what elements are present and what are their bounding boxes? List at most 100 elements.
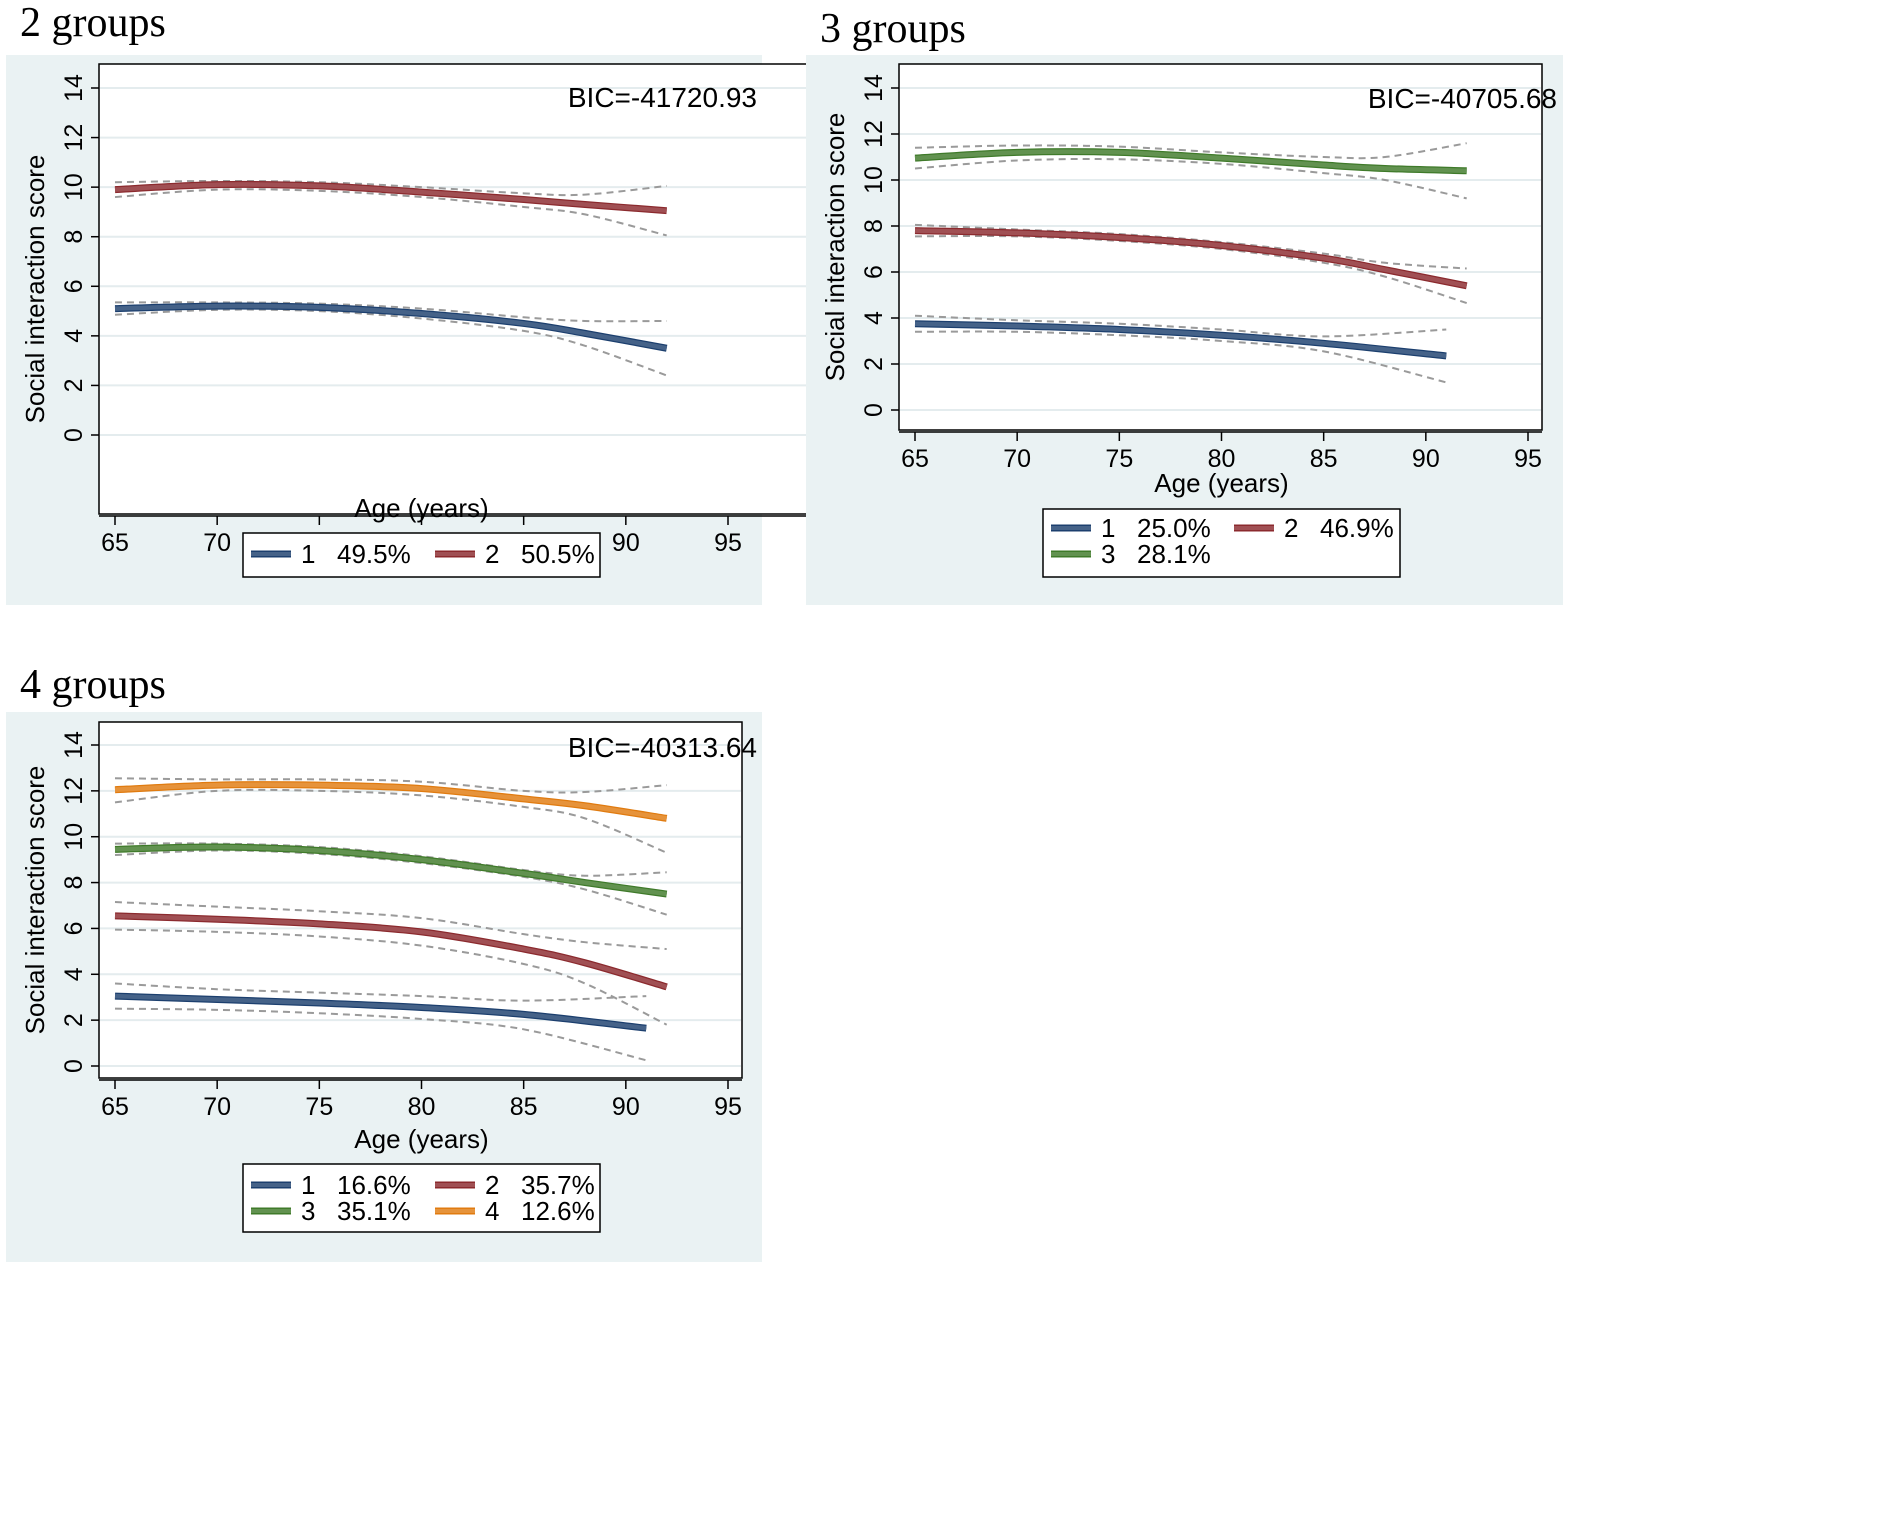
legend-group-share: 46.9% xyxy=(1320,513,1394,543)
y-tick-label: 10 xyxy=(60,173,88,201)
ci-lower-line xyxy=(114,788,668,854)
legend-group-share: 16.6% xyxy=(337,1170,411,1200)
y-tick-label: 2 xyxy=(60,378,88,392)
x-tick-label: 95 xyxy=(714,1093,742,1121)
panel-heading: 4 groups xyxy=(20,662,166,708)
legend-group-share: 35.7% xyxy=(521,1170,595,1200)
y-tick-label: 0 xyxy=(60,1059,88,1073)
y-tick-label: 14 xyxy=(60,74,88,102)
y-tick-label: 12 xyxy=(860,120,888,148)
legend: 1 16.6% 2 35.7% 3 35.1% 4 12.6% xyxy=(242,1163,601,1233)
legend-group-share: 35.1% xyxy=(337,1196,411,1226)
series-group-3 xyxy=(914,142,1467,200)
legend-box xyxy=(1042,508,1401,578)
x-tick-label: 80 xyxy=(408,1093,436,1121)
y-tick-label: 4 xyxy=(860,311,888,325)
y-tick-label: 4 xyxy=(60,967,88,981)
ci-lower-line xyxy=(914,158,1467,200)
trajectory-line-2 xyxy=(114,182,667,213)
panel-heading: 3 groups xyxy=(820,6,966,52)
y-tick-label: 10 xyxy=(60,823,88,851)
legend-group-number: 3 xyxy=(1101,539,1115,569)
trajectory-line-4 xyxy=(114,782,668,821)
x-axis-title: Age (years) xyxy=(1154,468,1288,498)
series-group-1 xyxy=(914,314,1447,384)
y-tick-label: 14 xyxy=(860,74,888,102)
trajectory-line-3 xyxy=(114,844,668,897)
legend-group-share: 25.0% xyxy=(1137,513,1211,543)
bic-annotation: BIC=-40313.64 xyxy=(568,732,757,763)
legend-group-share: 50.5% xyxy=(521,539,595,569)
trajectory-line-3 xyxy=(914,149,1467,174)
bic-annotation: BIC=-40705.68 xyxy=(1368,83,1557,114)
ci-upper-line xyxy=(114,179,667,197)
y-axis-title: Social interaction score xyxy=(20,155,50,424)
legend-group-number: 2 xyxy=(1284,513,1298,543)
legend-box xyxy=(242,532,601,578)
legend-group-number: 4 xyxy=(485,1196,499,1226)
x-axis-title: Age (years) xyxy=(354,1124,488,1154)
y-tick-label: 6 xyxy=(60,921,88,935)
series-group-2 xyxy=(114,901,668,1026)
series-group-4 xyxy=(114,777,668,854)
x-tick-label: 90 xyxy=(612,529,640,557)
y-tick-label: 12 xyxy=(60,124,88,152)
y-tick-label: 8 xyxy=(60,230,88,244)
trajectory-line-1 xyxy=(114,303,668,351)
ci-lower-line xyxy=(114,308,668,377)
series-group-1 xyxy=(114,301,668,377)
x-tick-label: 95 xyxy=(1514,445,1542,473)
legend: 1 25.0% 2 46.9% 3 28.1% xyxy=(1042,508,1401,578)
series-group-3 xyxy=(114,842,668,916)
series-group-2 xyxy=(114,179,667,237)
trajectory-line-1 xyxy=(914,321,1447,359)
y-tick-label: 6 xyxy=(60,279,88,293)
y-axis-title: Social interaction score xyxy=(820,113,850,382)
bic-annotation: BIC=-41720.93 xyxy=(568,82,757,113)
legend-group-number: 1 xyxy=(301,539,315,569)
ci-upper-line xyxy=(114,301,667,323)
x-tick-label: 65 xyxy=(901,445,929,473)
x-tick-label: 75 xyxy=(305,1093,333,1121)
x-tick-label: 70 xyxy=(203,529,231,557)
trajectory-line-2 xyxy=(914,228,1468,289)
y-tick-label: 10 xyxy=(860,166,888,194)
legend-group-number: 1 xyxy=(1101,513,1115,543)
series-group-2 xyxy=(914,223,1468,305)
x-tick-label: 65 xyxy=(101,529,129,557)
x-tick-label: 90 xyxy=(1412,445,1440,473)
ci-lower-line xyxy=(114,928,668,1026)
x-tick-label: 85 xyxy=(1310,445,1338,473)
y-tick-label: 0 xyxy=(860,403,888,417)
trajectory-line-2 xyxy=(114,913,668,990)
legend-group-share: 12.6% xyxy=(521,1196,595,1226)
series-group-1 xyxy=(114,982,647,1062)
y-tick-label: 0 xyxy=(60,428,88,442)
y-tick-label: 4 xyxy=(60,329,88,343)
x-tick-label: 65 xyxy=(101,1093,129,1121)
legend-group-number: 2 xyxy=(485,1170,499,1200)
y-tick-label: 12 xyxy=(60,777,88,805)
plot-area xyxy=(98,63,842,515)
ci-lower-line xyxy=(114,188,667,237)
x-tick-label: 90 xyxy=(612,1093,640,1121)
legend-group-share: 28.1% xyxy=(1137,539,1211,569)
legend-box xyxy=(242,1163,601,1233)
y-tick-label: 2 xyxy=(60,1013,88,1027)
ci-upper-line xyxy=(114,777,667,794)
x-tick-label: 70 xyxy=(203,1093,231,1121)
legend: 1 49.5% 2 50.5% xyxy=(242,532,601,578)
y-tick-label: 8 xyxy=(60,876,88,890)
y-axis-title: Social interaction score xyxy=(20,766,50,1035)
panel-heading: 2 groups xyxy=(20,0,166,46)
legend-group-share: 49.5% xyxy=(337,539,411,569)
x-tick-label: 85 xyxy=(510,1093,538,1121)
x-tick-label: 80 xyxy=(1208,445,1236,473)
ci-upper-line xyxy=(114,901,667,951)
trajectory-line-1 xyxy=(114,993,647,1031)
x-tick-label: 70 xyxy=(1003,445,1031,473)
